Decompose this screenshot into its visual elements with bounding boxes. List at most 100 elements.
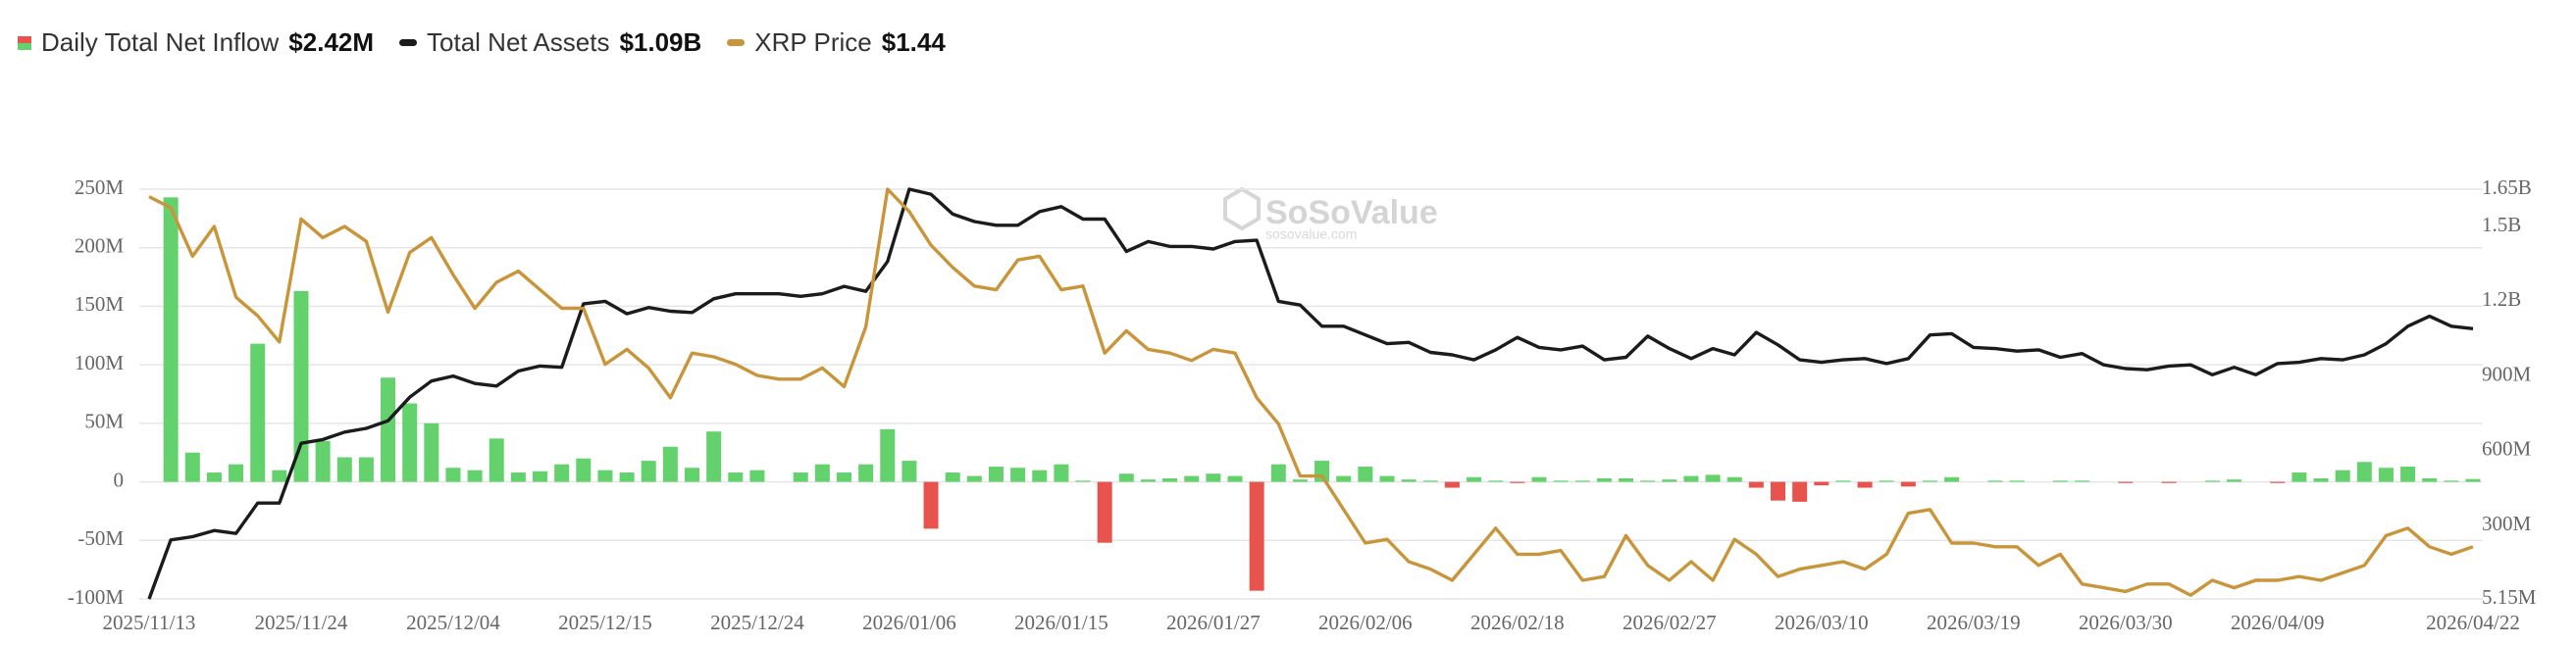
- x-tick-label: 2026/03/19: [1927, 611, 2021, 634]
- bar: [2422, 477, 2438, 482]
- bar: [554, 464, 570, 482]
- bar: [2400, 467, 2416, 482]
- legend: Daily Total Net Inflow $2.42M Total Net As…: [18, 27, 946, 58]
- bar: [402, 403, 418, 482]
- bar: [858, 464, 874, 482]
- bar: [2118, 481, 2134, 483]
- y-tick-label: 0: [114, 468, 125, 491]
- legend-item: XRP Price $1.44: [727, 27, 946, 58]
- bar: [749, 470, 765, 482]
- bar: [1075, 480, 1091, 482]
- watermark-site: sosovalue.com: [1265, 226, 1357, 242]
- bar: [619, 472, 635, 482]
- bar: [1900, 481, 1916, 487]
- line: [147, 187, 2474, 600]
- bar: [1705, 474, 1721, 482]
- bar: [1987, 480, 2003, 482]
- bar: [315, 440, 331, 482]
- bar: [923, 481, 939, 529]
- bar: [1184, 475, 1200, 482]
- legend-swatch: [18, 35, 31, 50]
- x-tick-label: 2026/04/22: [2426, 611, 2520, 634]
- bar: [1488, 480, 1504, 482]
- y2-tick-label: 600M: [2482, 437, 2532, 461]
- bar: [1292, 479, 1308, 482]
- y2-tick-label: 1.65B: [2482, 175, 2532, 199]
- y2-tick-label: 1.5B: [2482, 213, 2521, 236]
- bar: [1771, 481, 1786, 501]
- legend-swatch: [727, 39, 746, 46]
- bar: [2292, 472, 2307, 482]
- bar: [2161, 481, 2177, 483]
- bar: [1792, 481, 1808, 502]
- y-tick-label: 100M: [75, 351, 125, 374]
- legend-value: $1.09B: [619, 27, 702, 57]
- bar: [1553, 480, 1569, 482]
- bar: [1510, 481, 1525, 483]
- bar: [836, 472, 851, 482]
- x-tick-label: 2026/02/06: [1318, 611, 1413, 634]
- x-tick-label: 2025/12/24: [710, 611, 804, 634]
- bar: [1814, 481, 1829, 486]
- bar: [1054, 464, 1069, 482]
- bar: [1748, 481, 1764, 488]
- y2-tick-label: 900M: [2482, 362, 2532, 385]
- bar: [2465, 478, 2481, 482]
- bar: [1379, 475, 1395, 482]
- x-tick-label: 2026/02/27: [1623, 611, 1717, 634]
- bar: [1444, 481, 1460, 488]
- bar: [1531, 476, 1547, 482]
- bar: [902, 461, 917, 482]
- y2-tick-label: 1.2B: [2482, 287, 2521, 311]
- bar: [1879, 480, 1894, 482]
- bar: [880, 428, 896, 482]
- bar: [1683, 475, 1699, 482]
- bar: [2356, 462, 2372, 482]
- bar: [184, 452, 200, 482]
- bar: [445, 468, 461, 482]
- bar: [250, 343, 266, 482]
- y-tick-label: 150M: [75, 292, 125, 316]
- bar: [1249, 481, 1264, 591]
- y-tick-label: -100M: [68, 585, 124, 609]
- bar: [358, 457, 374, 482]
- bar: [597, 470, 613, 482]
- bar: [1358, 467, 1373, 482]
- legend-value: $1.44: [881, 27, 946, 57]
- bar: [1162, 477, 1178, 482]
- bar: [1662, 479, 1677, 482]
- y-tick-label: 200M: [75, 234, 125, 258]
- bar: [2444, 480, 2459, 482]
- bar: [1922, 480, 1937, 482]
- bar: [163, 197, 179, 482]
- bar: [1032, 470, 1048, 482]
- x-tick-label: 2026/01/06: [862, 611, 956, 634]
- bar: [1270, 464, 1286, 482]
- bar: [1140, 479, 1156, 482]
- bar: [1010, 468, 1026, 482]
- bar: [2074, 480, 2089, 482]
- legend-label: Total Net Assets: [427, 27, 610, 57]
- bar: [1640, 480, 1656, 482]
- x-tick-label: 2026/03/30: [2079, 611, 2173, 634]
- bar: [685, 468, 700, 482]
- x-tick-label: 2026/01/27: [1166, 611, 1261, 634]
- bar: [728, 472, 744, 482]
- y-tick-label: 250M: [75, 175, 125, 199]
- bar: [1944, 476, 1960, 482]
- line: [148, 187, 2474, 597]
- bar: [467, 470, 483, 482]
- y2-tick-label: 5.15M: [2482, 585, 2537, 609]
- bar: [206, 472, 222, 482]
- x-tick-label: 2025/11/24: [255, 611, 348, 634]
- legend-value: $2.42M: [288, 27, 375, 57]
- bar: [1227, 475, 1243, 482]
- bar: [1574, 480, 1590, 482]
- legend-label: Daily Total Net Inflow: [41, 27, 280, 57]
- legend-label: XRP Price: [754, 27, 872, 57]
- bar: [1835, 480, 1851, 482]
- y-tick-label: 50M: [84, 410, 124, 433]
- bar: [2009, 480, 2025, 482]
- legend-item: Total Net Assets $1.09B: [399, 27, 701, 58]
- legend-item: Daily Total Net Inflow $2.42M: [18, 27, 374, 58]
